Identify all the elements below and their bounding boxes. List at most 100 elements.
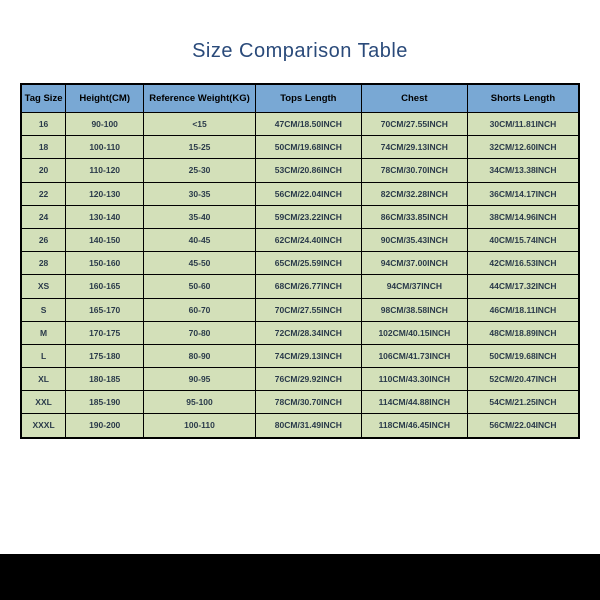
table-cell: 53CM/20.86INCH bbox=[255, 159, 361, 182]
table-cell: 35-40 bbox=[144, 205, 256, 228]
col-header: Tag Size bbox=[21, 84, 66, 113]
table-row: XL180-18590-9576CM/29.92INCH110CM/43.30I… bbox=[21, 368, 579, 391]
table-cell: 114CM/44.88INCH bbox=[361, 391, 467, 414]
table-row: 22120-13030-3556CM/22.04INCH82CM/32.28IN… bbox=[21, 182, 579, 205]
table-cell: 72CM/28.34INCH bbox=[255, 321, 361, 344]
table-cell: 40CM/15.74INCH bbox=[467, 228, 579, 251]
table-cell: 94CM/37.00INCH bbox=[361, 252, 467, 275]
table-cell: 54CM/21.25INCH bbox=[467, 391, 579, 414]
table-row: 18100-11015-2550CM/19.68INCH74CM/29.13IN… bbox=[21, 136, 579, 159]
table-cell: 30-35 bbox=[144, 182, 256, 205]
table-cell: 20 bbox=[21, 159, 66, 182]
table-cell: 45-50 bbox=[144, 252, 256, 275]
col-header: Shorts Length bbox=[467, 84, 579, 113]
table-cell: 38CM/14.96INCH bbox=[467, 205, 579, 228]
table-cell: 34CM/13.38INCH bbox=[467, 159, 579, 182]
table-cell: 46CM/18.11INCH bbox=[467, 298, 579, 321]
table-header-row: Tag Size Height(CM) Reference Weight(KG)… bbox=[21, 84, 579, 113]
table-cell: S bbox=[21, 298, 66, 321]
table-cell: 98CM/38.58INCH bbox=[361, 298, 467, 321]
table-cell: 48CM/18.89INCH bbox=[467, 321, 579, 344]
col-header: Tops Length bbox=[255, 84, 361, 113]
table-cell: 30CM/11.81INCH bbox=[467, 113, 579, 136]
table-cell: 65CM/25.59INCH bbox=[255, 252, 361, 275]
page-title: Size Comparison Table bbox=[20, 40, 580, 63]
table-cell: 170-175 bbox=[66, 321, 144, 344]
table-cell: 80CM/31.49INCH bbox=[255, 414, 361, 438]
table-cell: 190-200 bbox=[66, 414, 144, 438]
table-row: S165-17060-7070CM/27.55INCH98CM/38.58INC… bbox=[21, 298, 579, 321]
table-row: 1690-100<1547CM/18.50INCH70CM/27.55INCH3… bbox=[21, 113, 579, 136]
table-cell: 50CM/19.68INCH bbox=[467, 344, 579, 367]
table-cell: 70CM/27.55INCH bbox=[361, 113, 467, 136]
table-cell: 36CM/14.17INCH bbox=[467, 182, 579, 205]
table-cell: 44CM/17.32INCH bbox=[467, 275, 579, 298]
table-body: 1690-100<1547CM/18.50INCH70CM/27.55INCH3… bbox=[21, 113, 579, 438]
table-cell: 150-160 bbox=[66, 252, 144, 275]
table-cell: 40-45 bbox=[144, 228, 256, 251]
table-cell: 70CM/27.55INCH bbox=[255, 298, 361, 321]
table-cell: 50CM/19.68INCH bbox=[255, 136, 361, 159]
bottom-border bbox=[0, 554, 600, 600]
table-cell: 47CM/18.50INCH bbox=[255, 113, 361, 136]
table-cell: 32CM/12.60INCH bbox=[467, 136, 579, 159]
table-cell: 82CM/32.28INCH bbox=[361, 182, 467, 205]
table-cell: 42CM/16.53INCH bbox=[467, 252, 579, 275]
table-row: XXL185-19095-10078CM/30.70INCH114CM/44.8… bbox=[21, 391, 579, 414]
table-cell: 16 bbox=[21, 113, 66, 136]
table-cell: 180-185 bbox=[66, 368, 144, 391]
table-cell: 160-165 bbox=[66, 275, 144, 298]
table-row: 28150-16045-5065CM/25.59INCH94CM/37.00IN… bbox=[21, 252, 579, 275]
table-cell: 80-90 bbox=[144, 344, 256, 367]
col-header: Reference Weight(KG) bbox=[144, 84, 256, 113]
table-cell: 70-80 bbox=[144, 321, 256, 344]
table-cell: 74CM/29.13INCH bbox=[361, 136, 467, 159]
table-row: XS160-16550-6068CM/26.77INCH94CM/37INCH4… bbox=[21, 275, 579, 298]
table-cell: 102CM/40.15INCH bbox=[361, 321, 467, 344]
table-cell: 60-70 bbox=[144, 298, 256, 321]
table-cell: 62CM/24.40INCH bbox=[255, 228, 361, 251]
table-cell: XXXL bbox=[21, 414, 66, 438]
table-cell: 106CM/41.73INCH bbox=[361, 344, 467, 367]
table-cell: 50-60 bbox=[144, 275, 256, 298]
table-cell: 90CM/35.43INCH bbox=[361, 228, 467, 251]
size-table: Tag Size Height(CM) Reference Weight(KG)… bbox=[20, 83, 580, 439]
table-row: M170-17570-8072CM/28.34INCH102CM/40.15IN… bbox=[21, 321, 579, 344]
table-cell: L bbox=[21, 344, 66, 367]
table-cell: 86CM/33.85INCH bbox=[361, 205, 467, 228]
table-cell: 140-150 bbox=[66, 228, 144, 251]
table-cell: 24 bbox=[21, 205, 66, 228]
table-row: 20110-12025-3053CM/20.86INCH78CM/30.70IN… bbox=[21, 159, 579, 182]
table-cell: 78CM/30.70INCH bbox=[361, 159, 467, 182]
table-cell: 56CM/22.04INCH bbox=[467, 414, 579, 438]
table-cell: XS bbox=[21, 275, 66, 298]
table-cell: 130-140 bbox=[66, 205, 144, 228]
table-cell: 100-110 bbox=[66, 136, 144, 159]
table-cell: 78CM/30.70INCH bbox=[255, 391, 361, 414]
col-header: Height(CM) bbox=[66, 84, 144, 113]
table-cell: 25-30 bbox=[144, 159, 256, 182]
table-cell: 76CM/29.92INCH bbox=[255, 368, 361, 391]
table-cell: 120-130 bbox=[66, 182, 144, 205]
table-row: XXXL190-200100-11080CM/31.49INCH118CM/46… bbox=[21, 414, 579, 438]
table-cell: 90-95 bbox=[144, 368, 256, 391]
table-cell: 110-120 bbox=[66, 159, 144, 182]
table-cell: 185-190 bbox=[66, 391, 144, 414]
table-cell: 52CM/20.47INCH bbox=[467, 368, 579, 391]
table-cell: XL bbox=[21, 368, 66, 391]
table-cell: <15 bbox=[144, 113, 256, 136]
table-cell: 100-110 bbox=[144, 414, 256, 438]
table-cell: 94CM/37INCH bbox=[361, 275, 467, 298]
table-cell: 59CM/23.22INCH bbox=[255, 205, 361, 228]
table-cell: 118CM/46.45INCH bbox=[361, 414, 467, 438]
table-cell: 15-25 bbox=[144, 136, 256, 159]
table-cell: 165-170 bbox=[66, 298, 144, 321]
table-row: 24130-14035-4059CM/23.22INCH86CM/33.85IN… bbox=[21, 205, 579, 228]
table-cell: 95-100 bbox=[144, 391, 256, 414]
table-cell: 90-100 bbox=[66, 113, 144, 136]
col-header: Chest bbox=[361, 84, 467, 113]
table-row: L175-18080-9074CM/29.13INCH106CM/41.73IN… bbox=[21, 344, 579, 367]
table-cell: 56CM/22.04INCH bbox=[255, 182, 361, 205]
table-cell: 110CM/43.30INCH bbox=[361, 368, 467, 391]
table-cell: 22 bbox=[21, 182, 66, 205]
